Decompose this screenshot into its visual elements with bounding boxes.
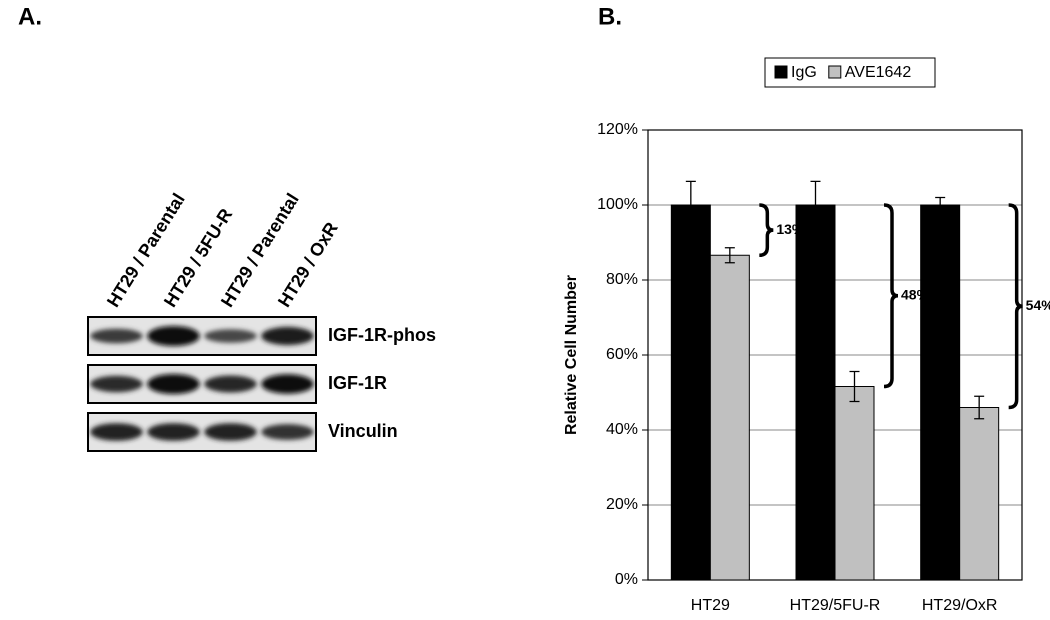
bracket [759, 203, 774, 257]
band [90, 423, 143, 441]
legend-swatch [774, 65, 788, 79]
band [147, 423, 200, 441]
lane-label: HT29 / OxR [274, 219, 342, 311]
legend-swatch [828, 65, 842, 79]
band [147, 374, 200, 394]
bar [920, 204, 961, 581]
error-bar [935, 196, 946, 214]
error-bar [810, 180, 821, 230]
bar [834, 386, 875, 581]
x-tick-label: HT29 [691, 597, 730, 614]
legend-label: AVE1642 [845, 64, 912, 81]
error-bar [974, 395, 985, 420]
y-tick-label: 60% [606, 346, 638, 363]
y-axis-label: Relative Cell Number [563, 275, 580, 435]
y-tick-label: 0% [615, 571, 638, 588]
y-tick-label: 80% [606, 271, 638, 288]
error-bar [724, 247, 735, 264]
panel-label: A. [18, 3, 42, 30]
error-bar [849, 370, 860, 403]
bracket [1008, 203, 1023, 410]
bar [959, 407, 1000, 581]
legend: IgG AVE1642 [764, 57, 936, 88]
band [261, 424, 314, 440]
band [204, 329, 257, 343]
band [90, 328, 143, 344]
bar [670, 204, 711, 581]
y-tick-label: 120% [597, 121, 638, 138]
error-bar [685, 180, 696, 230]
band [261, 374, 314, 394]
y-tick-label: 20% [606, 496, 638, 513]
band [261, 326, 314, 346]
annotation: 54% [1026, 297, 1050, 313]
band [204, 423, 257, 441]
x-tick-label: HT29/5FU-R [790, 597, 881, 614]
legend-label: IgG [791, 64, 817, 81]
x-tick-label: HT29/OxR [922, 597, 998, 614]
row-label: IGF-1R [328, 373, 387, 393]
row-label: IGF-1R-phos [328, 325, 436, 345]
band [147, 326, 200, 346]
row-label: Vinculin [328, 421, 398, 441]
panel-label: B. [598, 3, 622, 30]
band [204, 375, 257, 393]
band [90, 375, 143, 393]
bar [709, 254, 750, 581]
y-tick-label: 40% [606, 421, 638, 438]
legend-frame [764, 57, 936, 88]
bar-chart: 0% 20% 40% 60% 80% 100% 120% Relative Cell Numb… [563, 121, 1050, 614]
bracket [883, 203, 899, 389]
bar [795, 204, 836, 581]
y-tick-label: 100% [597, 196, 638, 213]
